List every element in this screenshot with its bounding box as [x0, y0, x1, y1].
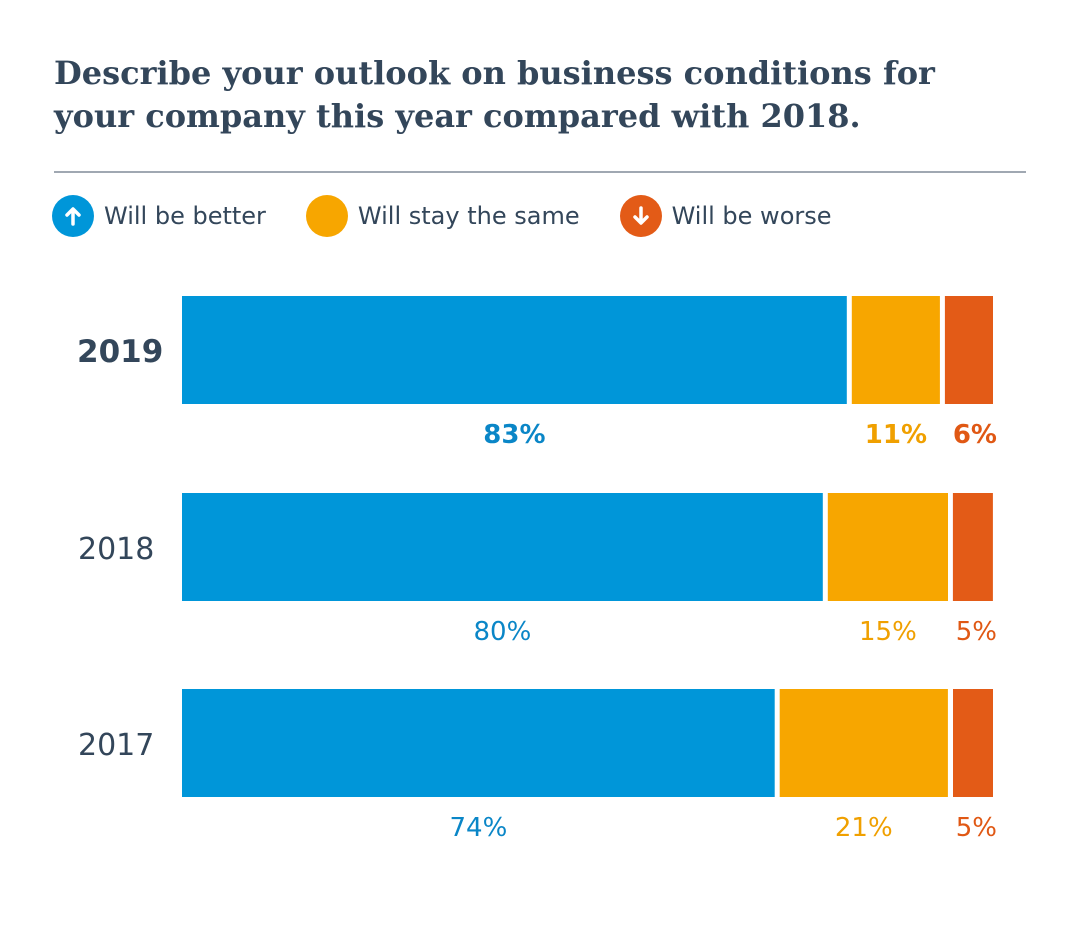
- value-label-will-stay-the-same-2018: 15%: [859, 617, 917, 647]
- value-label-will-be-worse-2017: 5%: [956, 813, 997, 843]
- value-label-will-stay-the-same-2019: 11%: [865, 420, 927, 450]
- bar-will-be-better-2018: [182, 493, 823, 601]
- legend-item-better: Will be better: [52, 195, 266, 237]
- category-label-2019: 2019: [77, 334, 163, 370]
- arrow-down-icon: [632, 206, 649, 225]
- legend-swatch-worse: [619, 195, 662, 237]
- category-label-2017: 2017: [78, 728, 154, 763]
- bar-will-be-worse-2017: [953, 689, 993, 797]
- value-label-will-stay-the-same-2017: 21%: [835, 813, 893, 843]
- value-label-will-be-better-2019: 83%: [483, 420, 545, 450]
- bar-will-be-worse-2018: [952, 493, 993, 601]
- arrow-up-icon: [65, 207, 81, 226]
- bar-will-stay-the-same-2017: [779, 689, 948, 797]
- legend-swatch-better: [52, 195, 94, 237]
- legend-label-better: Will be better: [104, 202, 266, 230]
- legend-label-worse: Will be worse: [671, 202, 832, 230]
- bar-will-be-worse-2019: [944, 296, 993, 404]
- legend: Will be better Will stay the same Will b…: [52, 194, 872, 238]
- title-divider: [54, 171, 1026, 173]
- legend-item-worse: Will be worse: [619, 195, 832, 237]
- bar-will-stay-the-same-2018: [827, 493, 948, 601]
- bar-will-stay-the-same-2019: [851, 296, 940, 404]
- legend-swatch-same: [305, 195, 348, 237]
- legend-label-same: Will stay the same: [357, 202, 580, 230]
- bar-will-be-better-2017: [182, 689, 775, 797]
- value-label-will-be-better-2017: 74%: [450, 813, 508, 843]
- category-label-2018: 2018: [78, 532, 154, 567]
- value-label-will-be-worse-2019: 6%: [953, 420, 997, 450]
- legend-item-same: Will stay the same: [305, 195, 580, 237]
- bar-will-be-better-2019: [182, 296, 847, 404]
- value-label-will-be-worse-2018: 5%: [956, 617, 997, 647]
- chart-title: Describe your outlook on business condit…: [54, 54, 935, 135]
- value-label-will-be-better-2018: 80%: [474, 617, 532, 647]
